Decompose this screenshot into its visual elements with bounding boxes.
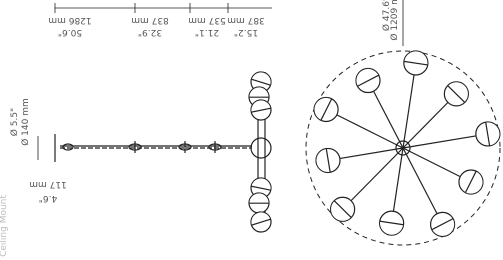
dimension-mm: 537 mm [188, 15, 226, 25]
dimension-in: 21.1" [195, 27, 219, 37]
mount-height-mm: 117 mm [29, 179, 67, 189]
dimension-in: 32.9" [138, 27, 162, 37]
mount-label: Ceiling Mount [0, 195, 9, 257]
dimension-lines [55, 3, 272, 13]
arm [403, 63, 416, 148]
dimension-mm: 837 mm [131, 15, 169, 25]
page: {"dimensions": [ {"mm": "1286 mm", "in":… [0, 0, 503, 260]
dimension-in: 50.6" [58, 27, 82, 37]
joint [63, 144, 73, 150]
arm [326, 110, 403, 148]
drawing: 1286 mm 50.6" 837 mm 32.9" 537 mm 21.1" … [0, 0, 503, 260]
hub [251, 138, 271, 158]
top-diameter-mm: Ø 1209 mm [389, 0, 400, 41]
dimension-in: 15.2" [234, 27, 258, 37]
arms [314, 51, 500, 236]
mount-diameter-in: Ø 5.5" [9, 108, 20, 136]
arm [343, 148, 403, 209]
hub-center [401, 146, 405, 150]
mount-diameter-mm: Ø 140 mm [20, 98, 31, 146]
dimension-mm: 387 mm [227, 15, 265, 25]
arm [403, 148, 443, 224]
dimension-mm: 1286 mm [48, 15, 91, 25]
mount-height-in: 4.6" [39, 193, 57, 203]
arm [403, 134, 488, 148]
